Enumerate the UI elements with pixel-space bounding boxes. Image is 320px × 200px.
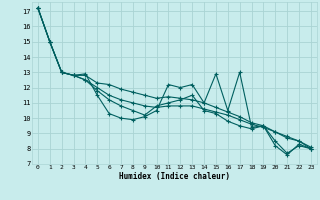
X-axis label: Humidex (Indice chaleur): Humidex (Indice chaleur): [119, 172, 230, 181]
